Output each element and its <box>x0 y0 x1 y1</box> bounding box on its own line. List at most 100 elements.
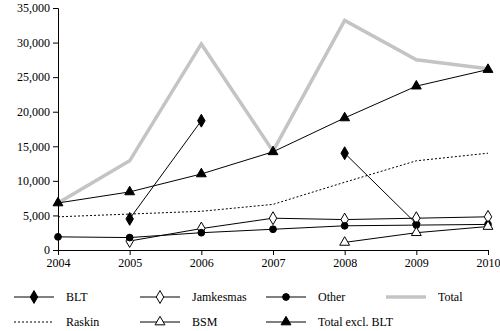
tick-mark <box>488 250 489 255</box>
axis-line <box>59 251 489 256</box>
tick-mark <box>53 146 58 147</box>
tick: 5,000 <box>23 209 58 223</box>
legend-label: BLT <box>66 290 88 304</box>
tick-label: 20,000 <box>17 105 50 119</box>
legend-marker <box>283 294 290 301</box>
tick: 15,000 <box>17 140 58 154</box>
marker <box>198 229 205 236</box>
legend-item: Other <box>266 290 345 304</box>
tick-label: 2005 <box>118 256 142 270</box>
legend: BLT Jamkesmas Other Total Raskin BSM Total exc… <box>14 290 463 329</box>
tick-mark <box>53 43 58 44</box>
tick-mark <box>53 77 58 78</box>
tick: 30,000 <box>17 36 58 50</box>
marker <box>340 237 350 246</box>
legend-item: BSM <box>140 315 218 329</box>
marker <box>126 212 133 225</box>
tick: 25,000 <box>17 70 58 84</box>
legend-marker <box>156 291 163 304</box>
tick: 2008 <box>333 250 357 270</box>
legend-marker <box>30 291 37 304</box>
y-axis: 05,00010,00015,00020,00025,00030,00035,0… <box>17 1 59 257</box>
tick-label: 2009 <box>405 256 429 270</box>
series-line <box>130 217 488 241</box>
tick: 35,000 <box>17 1 58 15</box>
marker <box>270 226 277 233</box>
legend-item: Raskin <box>14 315 99 329</box>
marker <box>341 147 348 160</box>
legend-item: BLT <box>14 290 88 304</box>
marker <box>125 186 135 195</box>
tick-label: 2004 <box>47 256 71 270</box>
tick: 2009 <box>405 250 429 270</box>
tick-mark <box>53 250 58 251</box>
legend-label: Total <box>438 290 463 304</box>
series-line <box>58 20 488 203</box>
tick-mark <box>345 250 346 255</box>
tick-mark <box>130 250 131 255</box>
series-markers <box>55 221 492 241</box>
marker <box>411 227 421 236</box>
series-line <box>130 121 417 224</box>
series-line <box>58 224 488 237</box>
tick-mark <box>416 250 417 255</box>
tick-label: 5,000 <box>23 209 50 223</box>
tick-mark <box>53 215 58 216</box>
marker <box>483 221 493 230</box>
marker <box>126 235 133 248</box>
marker <box>269 212 276 225</box>
marker <box>53 197 63 206</box>
tick: 2007 <box>262 250 286 270</box>
legend-label: Raskin <box>66 315 99 329</box>
tick-label: 35,000 <box>17 1 50 15</box>
legend-item: Jamkesmas <box>140 290 247 304</box>
tick-mark <box>53 8 58 9</box>
legend-label: BSM <box>192 315 218 329</box>
series-markers <box>53 64 493 206</box>
tick: 2010 <box>477 250 500 270</box>
marker <box>341 222 348 229</box>
tick-label: 15,000 <box>17 140 50 154</box>
legend-item: Total <box>386 290 463 304</box>
marker <box>196 168 206 177</box>
series-line <box>345 226 488 242</box>
tick: 20,000 <box>17 105 58 119</box>
tick-label: 30,000 <box>17 36 50 50</box>
tick: 10,000 <box>17 174 58 188</box>
marker <box>126 234 133 241</box>
tick: 2004 <box>47 250 71 270</box>
axis-line <box>53 9 59 251</box>
legend-label: Jamkesmas <box>192 290 247 304</box>
legend-marker <box>281 316 291 325</box>
legend-swatch <box>386 295 426 299</box>
legend-item: Total excl. BLT <box>266 315 394 329</box>
marker <box>483 64 493 73</box>
series-line <box>58 153 488 217</box>
chart: 05,00010,00015,00020,00025,00030,00035,0… <box>0 0 500 331</box>
tick: 2006 <box>190 250 214 270</box>
legend-marker <box>155 316 165 325</box>
tick-label: 25,000 <box>17 70 50 84</box>
tick-mark <box>58 250 59 255</box>
tick: 2005 <box>118 250 142 270</box>
tick-mark <box>273 250 274 255</box>
marker <box>55 233 62 240</box>
plot-area <box>53 20 493 247</box>
series-line <box>58 70 488 203</box>
series-markers <box>126 114 420 230</box>
marker <box>340 112 350 121</box>
legend-label: Total excl. BLT <box>318 315 394 329</box>
marker <box>198 114 205 127</box>
tick-label: 10,000 <box>17 174 50 188</box>
tick-label: 2010 <box>477 256 500 270</box>
tick-label: 2006 <box>190 256 214 270</box>
x-axis: 2004 2005 2006 2007 2008 2009 2010 <box>47 250 500 270</box>
tick-mark <box>201 250 202 255</box>
series-markers <box>340 221 493 245</box>
tick-label: 2008 <box>333 256 357 270</box>
tick-label: 2007 <box>262 256 286 270</box>
legend-swatch <box>14 322 54 323</box>
marker <box>411 80 421 89</box>
tick-mark <box>53 112 58 113</box>
marker <box>268 146 278 155</box>
